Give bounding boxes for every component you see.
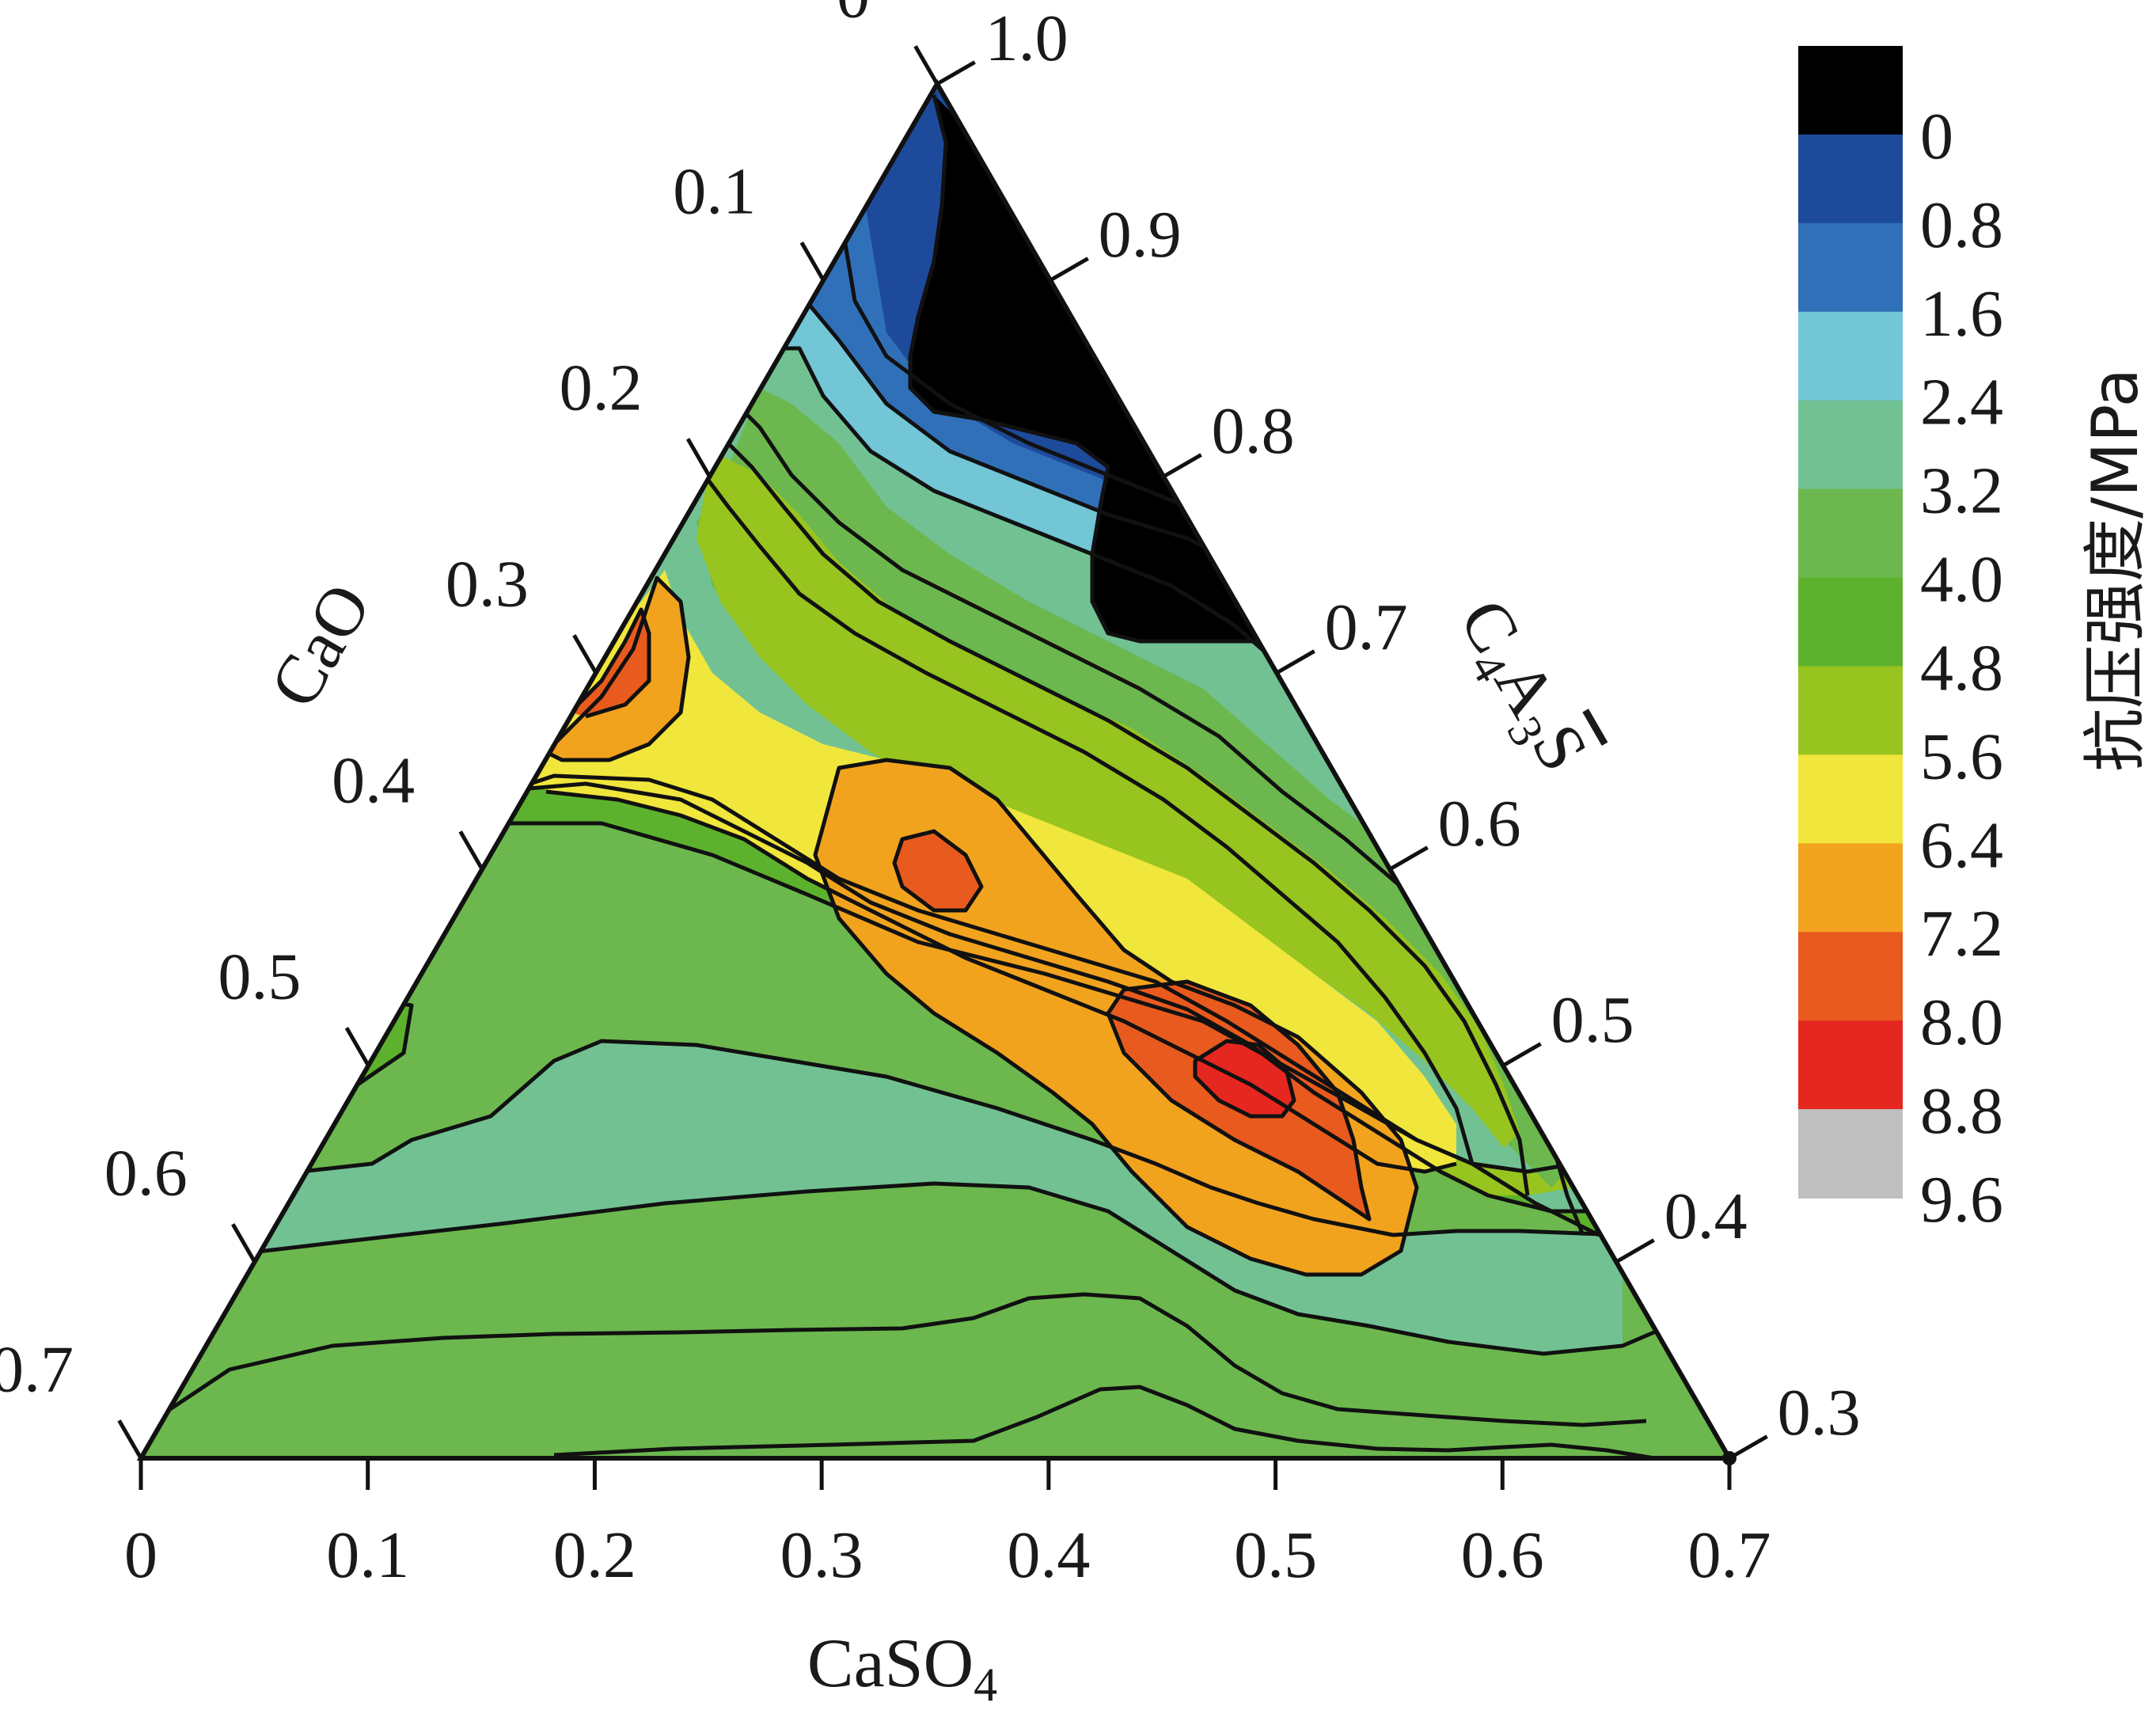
ternary-frame (136, 79, 1734, 1461)
colorbar-title: 抗压强度/MPa (2078, 368, 2152, 772)
contour-line-5.6a (703, 473, 1475, 1165)
colorbar-level-label: 0.8 (1920, 188, 2003, 262)
bottom-axis-tick-label: 0.5 (1234, 1518, 1317, 1592)
colorbar-swatch (1798, 134, 1903, 224)
contour-line-3.2-bottom (237, 821, 1600, 1237)
left-axis-tick (799, 241, 826, 282)
left-axis-tick (685, 438, 712, 478)
bottom-axis-tick-label: 0.7 (1688, 1518, 1771, 1592)
left-axis-tick-label: 0.2 (560, 351, 643, 424)
left-axis-title: CaO (256, 572, 386, 720)
colorbar-level-label: 5.6 (1920, 720, 2003, 793)
colorbar-level-label: 8.0 (1920, 986, 2003, 1059)
left-axis-tick-label: 0 (837, 0, 870, 32)
bottom-axis-tick-label: 0.3 (780, 1518, 864, 1592)
colorbar-swatch (1798, 754, 1903, 845)
left-axis-tick-label: 0.4 (332, 743, 415, 817)
right-axis-tick (936, 60, 976, 86)
colorbar-level-label: 4.8 (1920, 631, 2003, 705)
right-axis-tick-label: 0.4 (1664, 1180, 1748, 1253)
left-axis-tick (913, 45, 939, 85)
colorbar-swatch (1798, 311, 1903, 401)
right-axis-tick (1275, 649, 1315, 675)
contour-line-4.0-bottom (442, 781, 1599, 1214)
right-axis-tick-label: 0.9 (1099, 198, 1182, 272)
contour-line-2.4-bottom (195, 1039, 1623, 1260)
contour-line-7.2-right (1106, 979, 1372, 1222)
contour-line-0.8 (908, 94, 1266, 644)
colorbar-level-label: 1.6 (1920, 277, 2003, 351)
right-axis-tick (1049, 256, 1089, 283)
right-axis-tick (1162, 453, 1202, 479)
colorbar-swatch (1798, 488, 1903, 579)
left-axis: 0 0.1 0.2 0.3 0.4 0.5 0.6 0.7 (0, 0, 939, 1460)
contour-line-0.8-bottom (157, 1292, 1647, 1427)
colorbar-swatch (1798, 400, 1903, 490)
contour-line-6.4-left (544, 576, 691, 762)
colorbar-level-label: 9.6 (1920, 1163, 2003, 1237)
colorbar-level-label: 3.2 (1920, 454, 2003, 528)
right-axis-title: C4A3S (1437, 587, 1602, 788)
colorbar-swatch (1798, 1109, 1903, 1199)
bottom-axis-tick-label: 0.4 (1007, 1518, 1090, 1592)
right-axis: 1.0 0.9 0.8 0.7 0.6 0.5 0.4 0.3 (936, 2, 1861, 1461)
contour-line-6.4-main (813, 758, 1419, 1277)
colorbar-swatch (1798, 577, 1903, 667)
colorbar-level-label: 7.2 (1920, 897, 2003, 971)
left-axis-tick-label: 0.5 (218, 940, 301, 1013)
bottom-axis-tick-label: 0.2 (553, 1518, 636, 1592)
colorbar-swatch (1798, 843, 1903, 933)
right-axis-tick-label: 0.8 (1212, 394, 1295, 468)
bottom-axis-tick-label: 0.6 (1461, 1518, 1544, 1592)
colorbar-swatch (1798, 46, 1903, 135)
colorbar-swatch (1798, 932, 1903, 1022)
contour-line-0-bottom (553, 1385, 1655, 1458)
left-axis-tick-label: 0.6 (104, 1136, 188, 1210)
colorbar-swatch (1798, 222, 1903, 313)
corner-dot (1722, 1451, 1737, 1465)
contour-line-4.8a (719, 434, 1530, 1196)
colorbar-level-label: 2.4 (1920, 366, 2003, 439)
colorbar-level-label: 4.0 (1920, 543, 2003, 617)
right-axis-tick-label: 0.7 (1325, 591, 1408, 664)
colorbar-swatch (1798, 1020, 1903, 1111)
colorbar-level-label: 8.8 (1920, 1074, 2003, 1148)
colorbar-legend: 0 0.8 1.6 2.4 3.2 4.0 4.8 5.6 6.4 7.2 8.0 8.8 9.6 (1798, 46, 2003, 1237)
right-axis-tick (1388, 845, 1429, 872)
left-axis-tick-label: 0.7 (0, 1332, 74, 1406)
left-axis-tick (117, 1419, 143, 1460)
bottom-axis-tick-label: 0.1 (326, 1518, 409, 1592)
contour-line-5.6-bottom (545, 789, 1457, 1174)
left-axis-tick (572, 634, 598, 674)
contour-line-7.2-middle (892, 829, 984, 913)
left-axis-tick (344, 1027, 370, 1067)
bottom-axis-title: CaSO4 (807, 1625, 997, 1711)
colorbar-level-label: 0 (1920, 100, 1953, 173)
right-axis-tick-label: 0.5 (1551, 983, 1634, 1057)
colorbar-level-label: 6.4 (1920, 808, 2003, 882)
band-3.2-4.0-left (141, 823, 1729, 1458)
band-2.4-3.2-middle (141, 1041, 1623, 1354)
right-axis-tick-label: 1.0 (985, 2, 1069, 75)
right-axis-tick (1501, 1042, 1542, 1068)
bottom-axis: 0 0.1 0.2 0.3 0.4 0.5 0.6 0.7 (124, 1458, 1771, 1592)
right-axis-tick (1728, 1434, 1768, 1461)
contour-line-1.6-bottom (197, 1181, 1679, 1356)
contour-line-7.2-upperleft (568, 607, 651, 719)
right-axis-tick-label: 0.3 (1778, 1376, 1861, 1450)
colorbar-swatch (1798, 666, 1903, 756)
left-axis-tick (458, 830, 484, 871)
bottom-axis-tick-label: 0 (124, 1518, 158, 1592)
right-axis-tick-label: 0.6 (1438, 787, 1521, 861)
left-axis-tick (231, 1223, 256, 1263)
left-axis-tick-label: 0.3 (446, 547, 529, 621)
band-6.4-7.2-top (546, 578, 689, 760)
right-axis-tick (1615, 1238, 1655, 1264)
left-axis-tick-label: 0.1 (673, 154, 756, 228)
